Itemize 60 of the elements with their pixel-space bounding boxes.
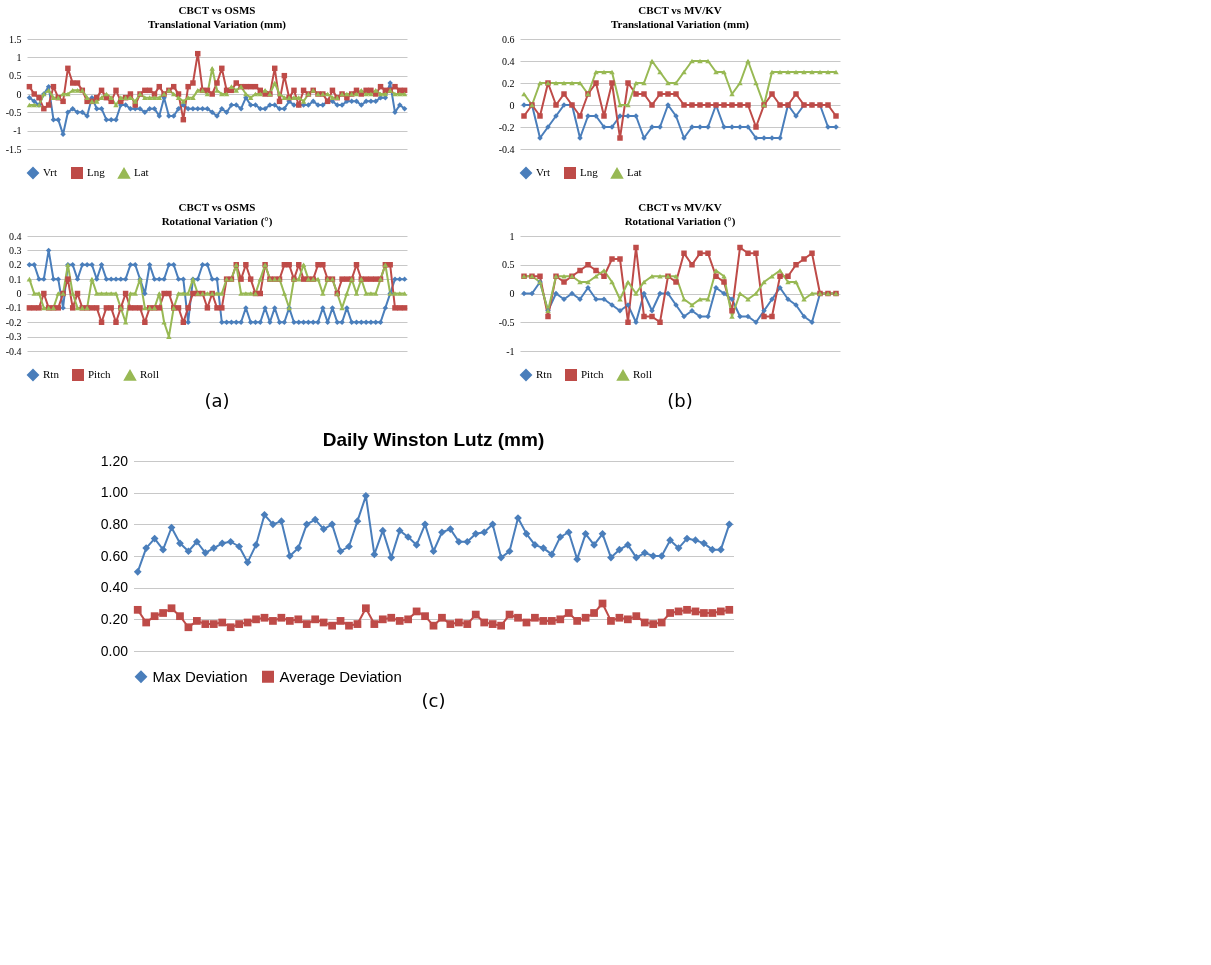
y-tick-label: 0.4 xyxy=(9,230,22,242)
y-tick-label: 0.40 xyxy=(100,579,129,596)
y-tick-label: 1.5 xyxy=(9,33,22,45)
legend-label: Pitch xyxy=(88,368,112,380)
y-tick-label: 1 xyxy=(16,51,22,63)
y-tick-label: -1 xyxy=(506,345,515,357)
y-tick-label: 0.00 xyxy=(100,642,129,659)
text: (c) xyxy=(421,690,446,711)
chart-title: Daily Winston Lutz (mm) xyxy=(322,429,545,450)
chart-subtitle: Translational Variation (mm) xyxy=(148,18,287,31)
legend-label: Rtn xyxy=(536,368,553,380)
y-tick-label: 0.1 xyxy=(9,273,22,285)
legend-label: Lng xyxy=(87,166,106,178)
text: (a) xyxy=(204,390,230,411)
legend-label: Pitch xyxy=(581,368,605,380)
y-tick-label: 0.2 xyxy=(9,259,22,271)
legend-label: Rtn xyxy=(43,368,60,380)
y-tick-label: 0.5 xyxy=(9,70,22,82)
legend-label: Lat xyxy=(627,166,642,179)
y-tick-label: -1.5 xyxy=(5,143,22,155)
y-tick-label: -0.5 xyxy=(498,316,515,328)
legend-label: Roll xyxy=(140,368,159,381)
y-tick-label: 0 xyxy=(509,99,515,111)
y-tick-label: 0.5 xyxy=(502,259,515,271)
legend-label: Vrt xyxy=(536,166,551,178)
y-tick-label: 1 xyxy=(509,230,515,242)
legend-label: Max Deviation xyxy=(152,667,248,685)
y-tick-label: -0.4 xyxy=(498,143,515,155)
chart-title: CBCT vs MV/KV xyxy=(638,4,722,16)
chart-title: CBCT vs MV/KV xyxy=(638,201,722,213)
y-tick-label: -0.2 xyxy=(5,316,22,328)
y-tick-label: 0.60 xyxy=(100,547,129,564)
chart-subtitle: Translational Variation (mm) xyxy=(611,18,750,31)
y-tick-label: 0.4 xyxy=(502,55,515,67)
y-tick-label: 0.3 xyxy=(9,244,22,256)
y-tick-label: 0 xyxy=(16,88,22,100)
legend-label: Average Deviation xyxy=(279,667,402,685)
legend-label: Lat xyxy=(134,166,149,179)
y-tick-label: -0.4 xyxy=(5,345,22,357)
chart-title: CBCT vs OSMS xyxy=(178,4,256,16)
y-tick-label: 1.00 xyxy=(100,484,129,501)
y-tick-label: 0 xyxy=(16,288,22,299)
legend-label: Roll xyxy=(633,368,652,381)
y-tick-label: -1 xyxy=(13,125,22,137)
y-tick-label: -0.2 xyxy=(498,121,515,133)
text: (b) xyxy=(667,390,693,411)
y-tick-label: 0.20 xyxy=(100,610,129,627)
y-tick-label: 0.6 xyxy=(502,33,515,45)
y-tick-label: 1.20 xyxy=(100,452,129,469)
y-tick-label: -0.5 xyxy=(5,106,22,118)
chart-title: CBCT vs OSMS xyxy=(178,201,256,213)
y-tick-label: 0.2 xyxy=(502,77,515,89)
legend-label: Lng xyxy=(580,166,599,178)
chart-subtitle: Rotational Variation (°) xyxy=(624,215,736,228)
y-tick-label: -0.1 xyxy=(5,302,22,314)
y-tick-label: 0.80 xyxy=(100,515,129,532)
legend-label: Vrt xyxy=(43,166,58,178)
y-tick-label: 0 xyxy=(509,288,515,299)
y-tick-label: -0.3 xyxy=(5,331,22,343)
chart-subtitle: Rotational Variation (°) xyxy=(161,215,273,228)
